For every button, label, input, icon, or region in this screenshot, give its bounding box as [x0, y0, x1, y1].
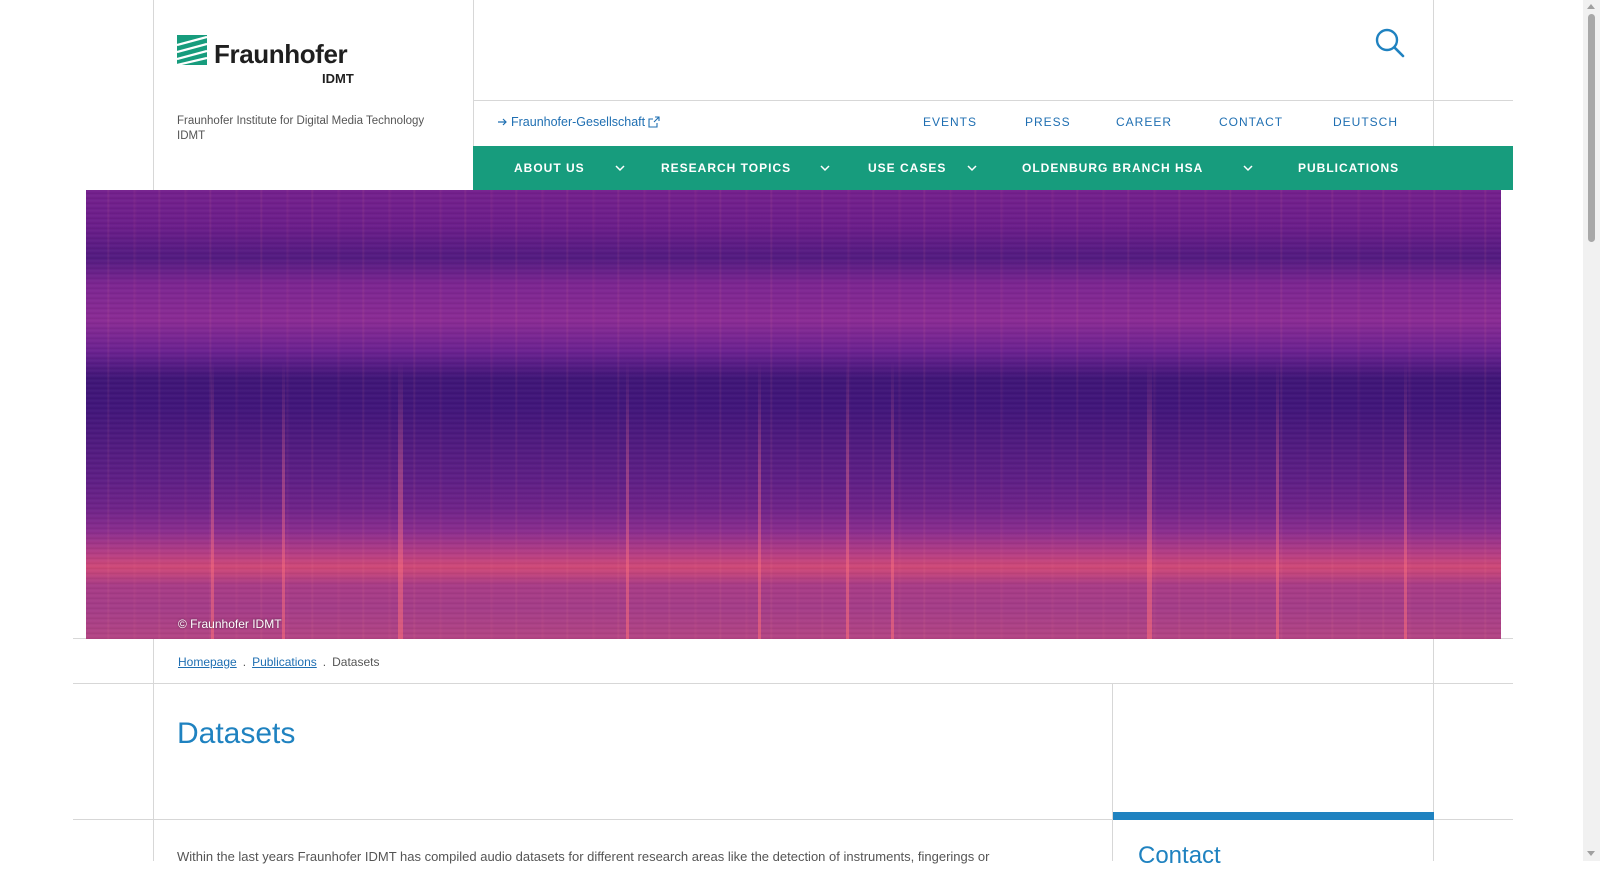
frame-line-right	[1433, 0, 1434, 146]
spectrogram-streak	[1147, 360, 1152, 639]
breadcrumb-publications[interactable]: Publications	[252, 655, 317, 669]
fraunhofer-logo[interactable]: Fraunhofer IDMT	[177, 33, 377, 87]
external-link-label: Fraunhofer-Gesellschaft	[511, 115, 646, 129]
header-divider	[473, 100, 1513, 101]
fraunhofer-logo-mark-icon	[177, 35, 207, 65]
page-scrollbar[interactable]	[1583, 0, 1600, 861]
logo-unit: IDMT	[322, 71, 354, 86]
main-nav-about-us[interactable]: ABOUT US	[514, 161, 585, 175]
spectrogram-streak	[282, 360, 285, 639]
nav-contact[interactable]: CONTACT	[1219, 115, 1284, 129]
hero-spectrogram-image: © Fraunhofer IDMT	[86, 190, 1501, 639]
nav-events[interactable]: EVENTS	[923, 115, 978, 129]
spectrogram-streak	[846, 360, 849, 639]
sidebar-contact-heading: Contact	[1138, 842, 1221, 869]
breadcrumb-current: Datasets	[332, 655, 380, 669]
chevron-down-icon[interactable]	[614, 162, 626, 174]
nav-press[interactable]: PRESS	[1025, 115, 1071, 129]
spectrogram-streak	[891, 360, 894, 639]
scroll-up-arrow-icon[interactable]	[1587, 4, 1595, 9]
frame-line-left	[153, 0, 154, 190]
image-copyright: © Fraunhofer IDMT	[178, 617, 282, 631]
external-link-icon	[648, 116, 660, 128]
fraunhofer-gesellschaft-link[interactable]: Fraunhofer-Gesellschaft	[498, 115, 660, 129]
main-nav-use-cases[interactable]: USE CASES	[868, 161, 947, 175]
frame-line-left-lower	[153, 638, 154, 861]
sidebar-divider	[1112, 684, 1113, 861]
scrollbar-thumb[interactable]	[1588, 14, 1595, 242]
scroll-down-arrow-icon[interactable]	[1587, 851, 1595, 856]
frame-line-logo-right	[473, 0, 474, 146]
logo-name: Fraunhofer	[214, 39, 348, 69]
chevron-down-icon[interactable]	[819, 162, 831, 174]
breadcrumb-separator: .	[242, 655, 247, 669]
spectrogram-streak	[1276, 360, 1279, 639]
spectrogram-streak	[1404, 360, 1407, 639]
nav-deutsch[interactable]: DEUTSCH	[1333, 115, 1399, 129]
spectrogram-streak	[626, 360, 629, 639]
frame-line-right-lower	[1433, 638, 1434, 861]
nav-career[interactable]: CAREER	[1116, 115, 1173, 129]
chevron-down-icon[interactable]	[1242, 162, 1254, 174]
spectrogram-streak	[398, 360, 403, 639]
intro-paragraph: Within the last years Fraunhofer IDMT ha…	[177, 849, 990, 864]
main-nav-research-topics[interactable]: RESEARCH TOPICS	[661, 161, 792, 175]
title-bottom-line	[73, 819, 1513, 820]
breadcrumb: Homepage . Publications . Datasets	[178, 655, 379, 669]
spectrogram-streak	[758, 360, 761, 639]
breadcrumb-homepage[interactable]: Homepage	[178, 655, 237, 669]
breadcrumb-separator: .	[322, 655, 327, 669]
main-navigation: ABOUT US RESEARCH TOPICS USE CASES OLDEN…	[473, 146, 1513, 190]
arrow-right-icon	[498, 118, 507, 126]
sidebar-accent-bar	[1113, 812, 1434, 820]
main-nav-publications[interactable]: PUBLICATIONS	[1298, 161, 1400, 175]
spectrogram-streak	[211, 360, 214, 639]
main-nav-oldenburg-branch[interactable]: OLDENBURG BRANCH HSA	[1022, 161, 1204, 175]
page-title: Datasets	[177, 717, 296, 750]
search-button[interactable]	[1374, 27, 1406, 59]
search-icon	[1375, 28, 1405, 58]
chevron-down-icon[interactable]	[966, 162, 978, 174]
breadcrumb-bottom-line	[73, 683, 1513, 684]
institute-name: Fraunhofer Institute for Digital Media T…	[177, 115, 425, 142]
